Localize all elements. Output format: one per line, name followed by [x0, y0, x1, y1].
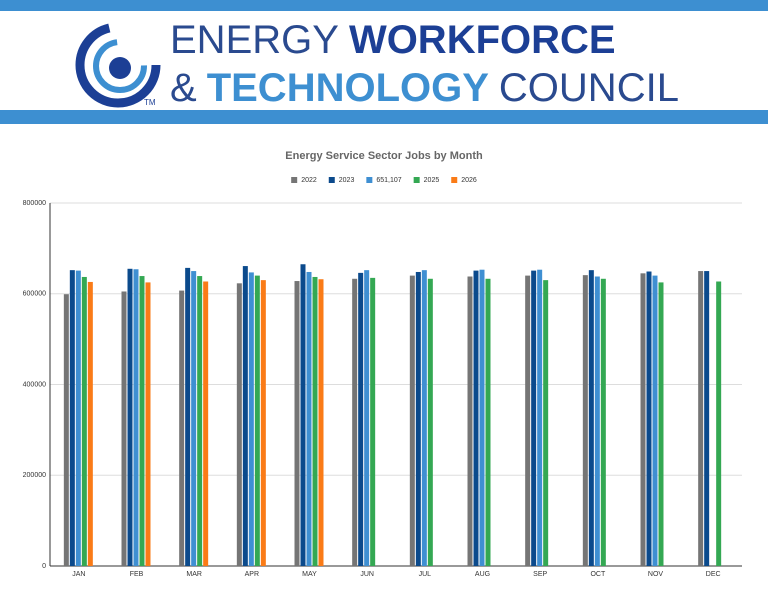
header-word: TECHNOLOGY: [207, 66, 490, 110]
x-tick-label: APR: [245, 571, 259, 578]
bar: [716, 281, 722, 566]
legend-label: 2022: [301, 177, 317, 184]
y-tick-label: 600000: [23, 291, 46, 298]
x-tick-label: AUG: [475, 571, 490, 578]
bar: [364, 270, 370, 566]
legend-swatch: [366, 177, 373, 183]
bar: [427, 278, 433, 566]
header-word: COUNCIL: [499, 66, 679, 110]
bar: [179, 290, 185, 566]
header-line-2: & TECHNOLOGY COUNCIL: [170, 66, 679, 110]
header-word: WORKFORCE: [349, 18, 616, 62]
bar: [318, 279, 324, 566]
bar: [640, 273, 646, 566]
x-tick-label: MAR: [186, 571, 202, 578]
x-tick-label: JAN: [72, 571, 85, 578]
bar: [652, 275, 658, 566]
bar: [300, 264, 306, 566]
x-tick-label: JUL: [419, 571, 432, 578]
bar: [698, 271, 704, 566]
bar: [600, 278, 606, 566]
logo-ring: [75, 22, 161, 108]
legend-swatch: [413, 177, 420, 183]
bar: [312, 276, 318, 566]
legend-label: 2025: [424, 177, 440, 184]
bar: [306, 271, 312, 566]
header-word: &: [170, 66, 197, 110]
bar: [479, 269, 485, 566]
legend-swatch: [291, 177, 298, 183]
bar: [121, 291, 127, 566]
bar: [69, 270, 75, 566]
bar: [370, 277, 376, 566]
x-tick-label: NOV: [648, 571, 664, 578]
x-tick-label: MAY: [302, 571, 317, 578]
y-tick-label: 400000: [23, 381, 46, 388]
bar: [352, 278, 358, 566]
header-line-1: ENERGY WORKFORCE: [170, 18, 616, 62]
bar: [63, 294, 69, 566]
header-band-bottom: [0, 110, 768, 124]
bar: [537, 269, 543, 566]
bar: [75, 270, 81, 566]
bar: [646, 271, 652, 566]
chart-title: Energy Service Sector Jobs by Month: [285, 150, 483, 162]
bar: [658, 282, 664, 566]
bar: [87, 281, 93, 566]
bar: [81, 276, 87, 566]
x-tick-label: DEC: [706, 571, 721, 578]
bar: [415, 271, 421, 566]
bar: [254, 275, 260, 566]
bar: [294, 281, 300, 566]
bar: [203, 281, 209, 566]
bar: [185, 267, 191, 566]
bar: [473, 270, 479, 566]
bar: [358, 272, 364, 566]
legend-label: 2023: [339, 177, 355, 184]
bar: [588, 270, 594, 566]
bar: [594, 276, 600, 566]
bar: [242, 266, 248, 566]
bar: [704, 271, 710, 566]
x-tick-label: OCT: [590, 571, 606, 578]
x-tick-label: JUN: [360, 571, 374, 578]
legend-label: 2026: [461, 177, 477, 184]
trademark: TM: [144, 98, 156, 107]
bar: [139, 276, 145, 566]
bar: [248, 272, 254, 566]
x-tick-label: SEP: [533, 571, 547, 578]
bar: [145, 282, 151, 566]
bar: [236, 283, 242, 566]
header-word: ENERGY: [170, 18, 339, 62]
bar: [582, 275, 588, 566]
bar: [525, 275, 531, 566]
bar: [409, 275, 415, 566]
bar: [191, 271, 197, 566]
y-tick-label: 800000: [23, 200, 46, 207]
logo: [75, 22, 161, 108]
header-band-top: [0, 0, 768, 11]
legend-label: 651,107: [376, 177, 401, 184]
legend-swatch: [451, 177, 458, 183]
bar: [260, 280, 266, 566]
bar: [467, 276, 473, 566]
logo-ring-inner: [93, 39, 147, 93]
y-tick-label: 0: [42, 563, 46, 570]
bar: [543, 280, 549, 566]
y-tick-label: 200000: [23, 472, 46, 479]
legend-swatch: [328, 177, 335, 183]
bar: [531, 270, 537, 566]
logo-dot: [109, 57, 131, 79]
x-tick-label: FEB: [130, 571, 144, 578]
bar: [421, 270, 427, 566]
bar: [197, 276, 203, 566]
bar: [127, 268, 133, 566]
bar: [133, 269, 139, 566]
bar: [485, 278, 491, 566]
